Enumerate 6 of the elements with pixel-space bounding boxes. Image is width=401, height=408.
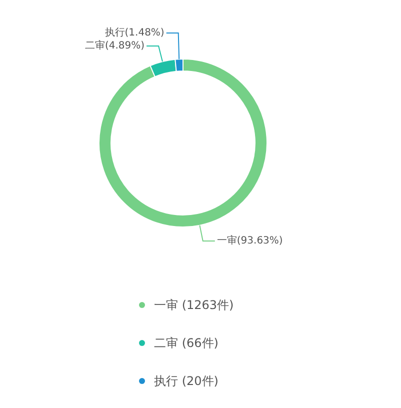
legend-label: 一审 (1263件) [154,296,234,314]
legend-label: 执行 (20件) [154,372,218,390]
data-label: 执行(1.48%) [104,26,164,39]
data-label: 一审(93.63%) [216,234,283,246]
data-label: 二审(4.89%) [84,40,145,52]
legend-label: 二审 (66件) [154,334,218,352]
